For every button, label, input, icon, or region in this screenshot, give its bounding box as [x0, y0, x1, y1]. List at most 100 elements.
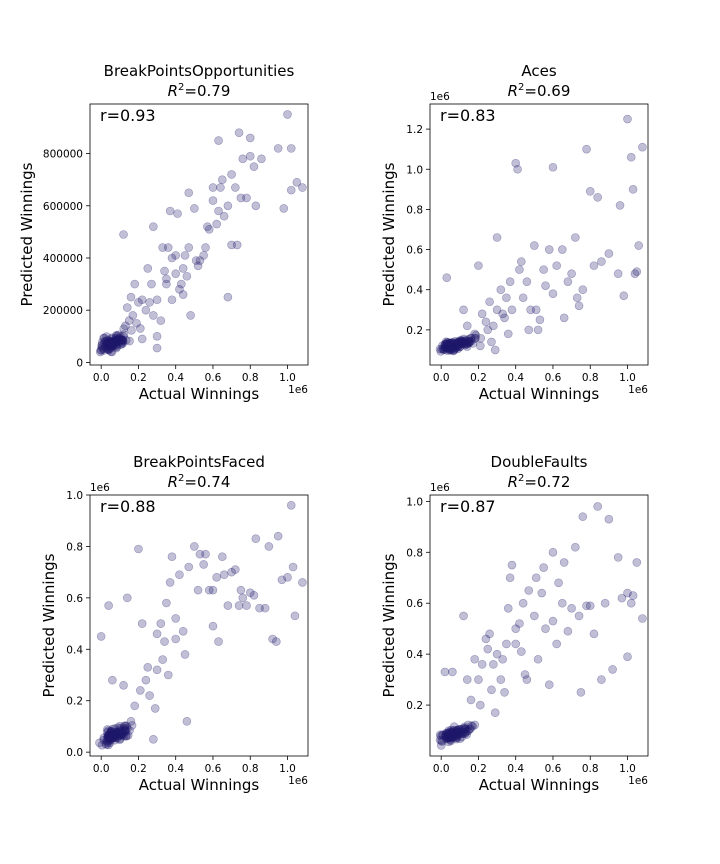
scatter-point: [498, 654, 507, 664]
y-tick-label: 0.4: [406, 649, 423, 661]
x-tick-label: 0.0: [93, 763, 110, 775]
scatter-point: [613, 269, 623, 278]
y-tick-label: 1.0: [406, 164, 423, 176]
r-squared-value: =0.69: [524, 82, 570, 100]
scatter-point: [171, 251, 181, 260]
scatter-point: [455, 725, 465, 735]
scatter-point: [464, 336, 473, 346]
scatter-point: [454, 729, 463, 739]
scatter-point: [106, 726, 116, 736]
scatter-point: [450, 336, 460, 346]
scatter-point: [118, 332, 128, 341]
scatter-point: [511, 624, 521, 633]
scatter-point: [522, 675, 532, 684]
scatter-point: [111, 343, 121, 353]
scatter-point: [106, 340, 116, 349]
scatter-point: [130, 701, 140, 711]
scatter-point: [105, 336, 115, 346]
scatter-point: [182, 271, 192, 281]
x-tick-label: 1.0: [279, 372, 296, 384]
scatter-point: [288, 562, 298, 572]
scatter-point: [97, 338, 107, 347]
scatter-point: [111, 335, 121, 345]
scatter-point: [442, 730, 452, 739]
scatter-point: [273, 531, 283, 541]
scatter-point: [160, 266, 169, 276]
scatter-point: [121, 732, 131, 741]
scatter-point: [180, 650, 190, 659]
scatter-point: [446, 729, 455, 739]
scatter-point: [435, 344, 445, 354]
scatter-point: [120, 724, 130, 733]
scatter-point: [464, 338, 474, 348]
scatter-point: [444, 344, 453, 354]
scatter-point: [515, 265, 524, 274]
scatter-point: [238, 593, 248, 603]
scatter-point: [461, 724, 470, 734]
y-tick-label: 400000: [43, 253, 83, 265]
scatter-point: [447, 340, 456, 349]
scatter-point: [163, 243, 173, 252]
scatter-point: [617, 593, 627, 603]
scatter-point: [574, 301, 584, 311]
scatter-point: [460, 340, 470, 350]
scatter-point: [450, 731, 459, 741]
scatter-point: [242, 193, 251, 203]
scatter-point: [104, 740, 113, 750]
scatter-point: [96, 347, 105, 357]
x-tick-label: 0.8: [582, 372, 599, 384]
scatter-point: [106, 347, 116, 357]
scatter-point: [450, 729, 460, 739]
scatter-point: [457, 732, 467, 742]
scatter-point: [110, 732, 119, 742]
scatter-point: [102, 734, 112, 744]
scatter-point: [548, 162, 558, 172]
scatter-point: [445, 344, 455, 353]
scatter-point: [223, 601, 233, 610]
scatter-point: [451, 342, 461, 351]
x-tick-label: 0.8: [242, 763, 259, 775]
scatter-point: [117, 731, 126, 741]
scatter-point: [112, 728, 122, 737]
correlation-label: r=0.87: [440, 497, 496, 516]
scatter-point: [437, 736, 446, 746]
scatter-point: [557, 245, 567, 254]
scatter-point: [106, 730, 115, 740]
x-tick-label: 0.6: [545, 372, 562, 384]
scatter-point: [503, 604, 513, 613]
scatter-point: [104, 601, 113, 610]
scatter-point: [453, 725, 462, 735]
scatter-point: [249, 590, 259, 600]
scatter-point: [103, 736, 113, 746]
scatter-point: [446, 338, 456, 347]
scatter-point: [593, 502, 602, 511]
scatter-point: [118, 339, 127, 348]
y-tick-label: 0.4: [406, 285, 423, 297]
chart-panel-1: BreakPointsOpportunities R2=0.79 0.0 0.2 0.4…: [18, 62, 309, 403]
scatter-point: [111, 337, 121, 346]
scatter-point: [145, 298, 154, 307]
y-tick-label: 0.2: [406, 700, 423, 712]
scatter-points: [435, 502, 647, 750]
scatter-point: [119, 330, 129, 339]
scatter-point: [236, 585, 246, 595]
scatter-point: [111, 730, 120, 739]
scatter-point: [121, 335, 131, 345]
scatter-point: [533, 654, 543, 664]
scatter-point: [450, 728, 460, 738]
scatter-point: [102, 339, 112, 348]
scatter-point: [452, 733, 462, 743]
scatter-point: [112, 336, 122, 345]
x-offset-label: 1e6: [288, 384, 308, 396]
scatter-point: [199, 251, 208, 260]
scatter-point: [444, 339, 453, 349]
scatter-point: [119, 723, 129, 733]
scatter-point: [167, 295, 177, 305]
scatter-point: [249, 162, 259, 171]
scatter-point: [108, 341, 118, 351]
scatter-point: [121, 726, 130, 736]
scatter-point: [442, 340, 452, 349]
scatter-point: [541, 624, 550, 633]
scatter-point: [447, 341, 457, 350]
scatter-point: [436, 346, 446, 356]
